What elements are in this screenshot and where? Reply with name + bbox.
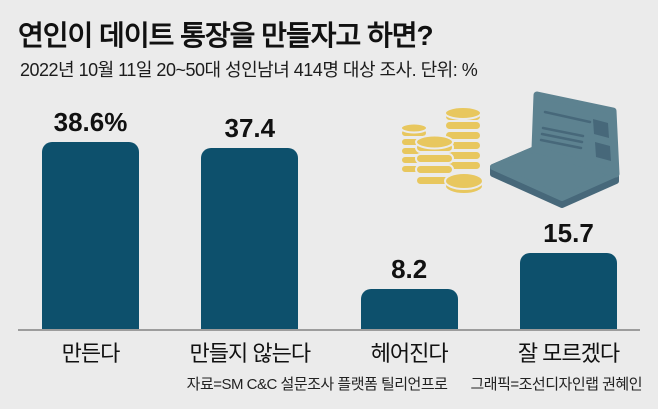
category-label: 잘 모르겠다	[517, 341, 620, 366]
page-title: 연인이 데이트 통장을 만들자고 하면?	[18, 20, 434, 51]
source-credit: 자료=SM C&C 설문조사 플랫폼 틸리언프로	[186, 376, 448, 393]
bar	[519, 252, 617, 329]
category-label: 헤어진다	[370, 341, 449, 366]
x-axis-line	[18, 329, 640, 331]
graphic-credit: 그래픽=조선디자인랩 권혜인	[470, 376, 642, 393]
bar-chart: 38.6% 37.4 8.2 15.7	[42, 100, 617, 329]
credits: 자료=SM C&C 설문조사 플랫폼 틸리언프로 그래픽=조선디자인랩 권혜인	[0, 373, 643, 394]
category-labels: 만든다 만들지 않는다 헤어진다 잘 모르겠다	[42, 336, 621, 368]
bar-value-label: 8.2	[391, 254, 428, 285]
category-label: 만든다	[61, 341, 121, 366]
bar-value-label: 15.7	[543, 217, 594, 248]
bar-value-label: 38.6%	[53, 106, 128, 137]
bar	[360, 289, 458, 329]
bar-group-jal-moreugetda: 15.7	[519, 217, 617, 329]
bar-group-mandeunda: 38.6%	[42, 109, 139, 329]
bar	[201, 147, 299, 329]
bar-value-label: 37.4	[224, 112, 276, 143]
laptop-icon	[490, 91, 620, 208]
coins-icon	[400, 106, 484, 195]
category-label: 만들지 않는다	[189, 341, 312, 366]
bar-group-heeojinda: 8.2	[360, 254, 458, 329]
bar-group-mandeulji-anneunda: 37.4	[201, 112, 299, 329]
page-subtitle: 2022년 10월 11일 20~50대 성인남녀 414명 대상 조사. 단위…	[20, 60, 478, 80]
bar	[42, 141, 139, 329]
